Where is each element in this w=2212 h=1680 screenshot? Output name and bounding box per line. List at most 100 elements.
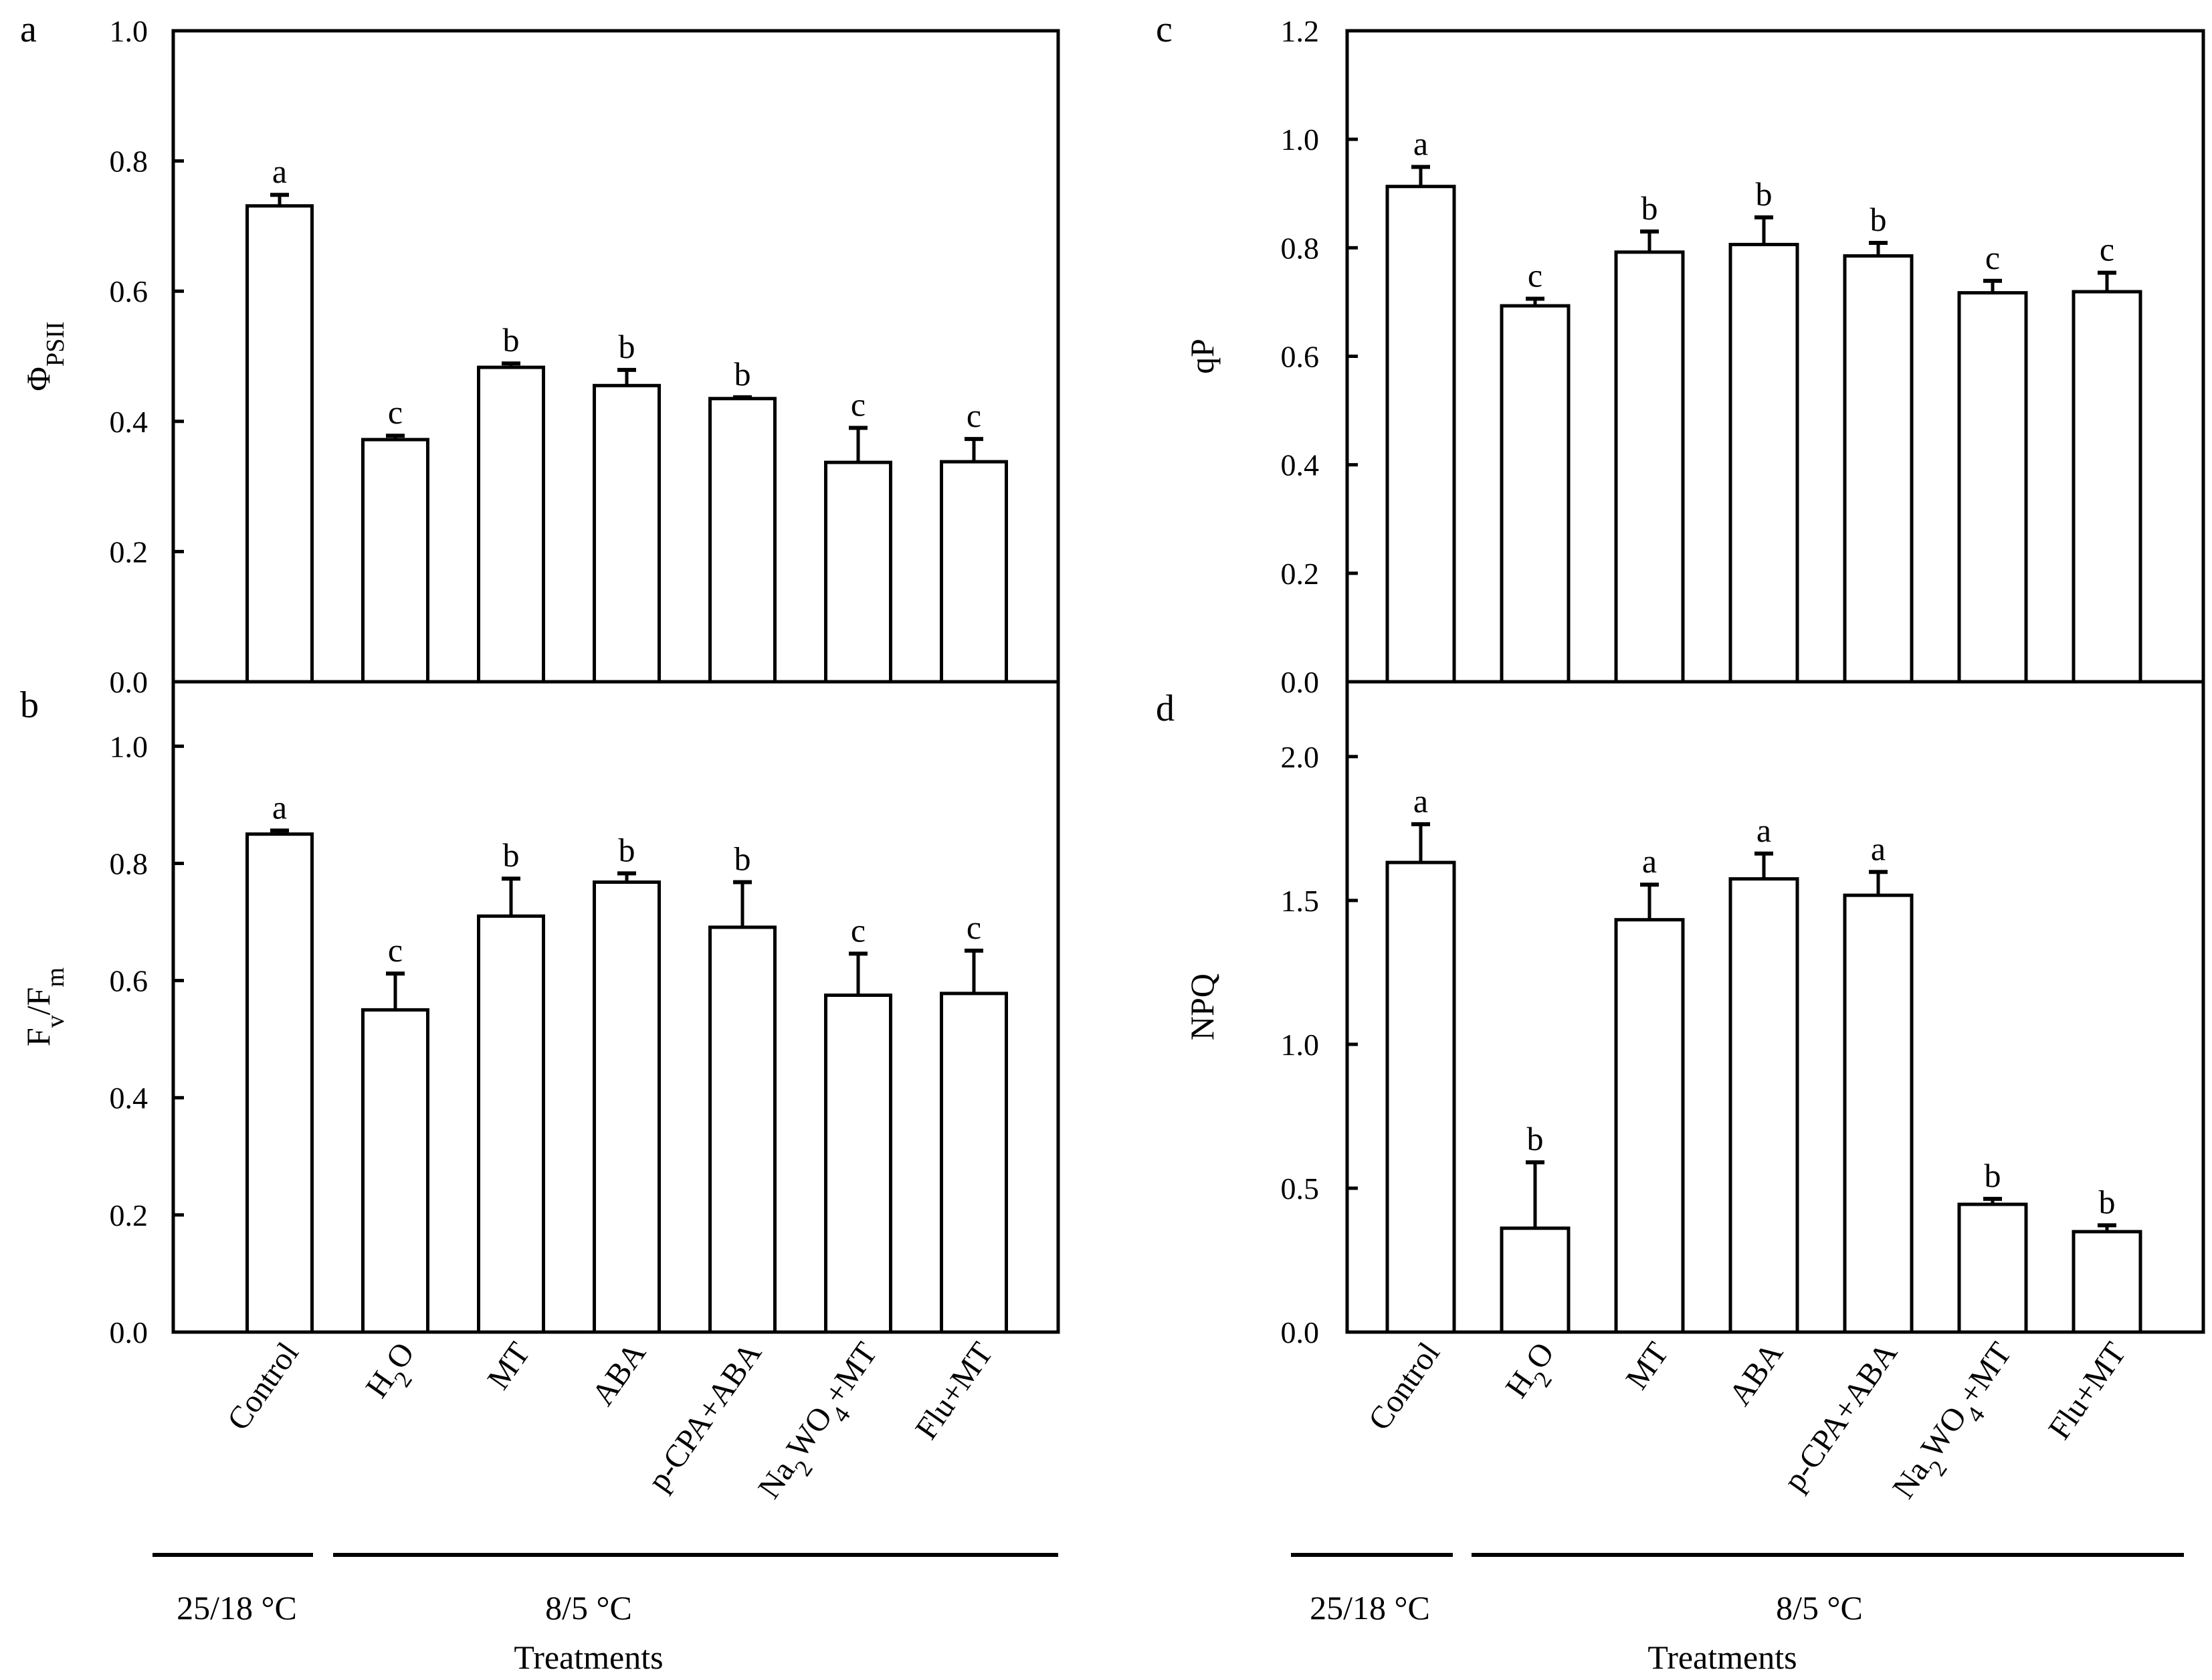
bar-Control <box>245 204 314 684</box>
bar-Control <box>245 832 314 1334</box>
bar-Flu+MT <box>2072 290 2142 684</box>
bar-H2O <box>1500 304 1571 684</box>
significance-letter: b <box>1756 175 1773 213</box>
y-axis-title: ΦPSII <box>19 321 70 391</box>
significance-letter: b <box>503 836 520 874</box>
bar-p-CPA+ABA <box>708 925 777 1334</box>
conditions-left: 25/18 °C 8/5 °C Treatments <box>153 1553 1058 1676</box>
plot-frame <box>1345 680 2205 1334</box>
bar-MT <box>1614 250 1685 684</box>
bar-Flu+MT <box>940 992 1008 1334</box>
y-axis-title: Fv/Fm <box>19 967 70 1046</box>
significance-letter: c <box>851 386 866 424</box>
panel-letter: d <box>1156 688 1175 729</box>
bar-H2O <box>361 1008 429 1334</box>
category-label: Control <box>1361 1336 1447 1437</box>
significance-letter: c <box>851 911 866 949</box>
significance-letter: b <box>2099 1183 2116 1220</box>
control-temp-label: 25/18 °C <box>177 1589 297 1626</box>
significance-letter: b <box>619 328 635 365</box>
bar-ABA <box>1728 242 1799 684</box>
significance-letter: a <box>1871 830 1886 867</box>
bar-ABA <box>593 880 661 1334</box>
panel-c: c qP 0.0 0.2 0.4 0.6 0.8 1.0 1.2 a c b b b c c <box>1156 9 2205 699</box>
y-tick-label: 0.4 <box>110 405 148 439</box>
significance-letter: c <box>388 931 403 969</box>
y-tick-label: 0.0 <box>110 1315 148 1349</box>
y-tick-label: 0.6 <box>1281 340 1320 374</box>
category-label: MT <box>1619 1336 1676 1396</box>
bar-p-CPA+ABA <box>708 397 777 684</box>
y-axis-title: NPQ <box>1183 973 1221 1040</box>
panel-d: d NPQ 0.0 0.5 1.0 1.5 2.0 a Control b H2O a MT a ABA a p… <box>1156 680 2205 1511</box>
y-tick-label: 1.0 <box>1281 1028 1320 1062</box>
significance-letter: b <box>734 840 751 877</box>
bar-Na2WO4+MT <box>824 993 892 1334</box>
category-label: Na2WO4+MT <box>751 1336 894 1511</box>
y-tick-label: 2.0 <box>1281 740 1320 774</box>
significance-letter: a <box>1756 812 1771 849</box>
category-label: p-CPA+ABA <box>641 1336 769 1497</box>
significance-letter: a <box>272 153 287 190</box>
control-temp-label: 25/18 °C <box>1310 1589 1430 1626</box>
significance-letter: b <box>1641 189 1658 227</box>
significance-letter: a <box>1413 782 1428 820</box>
y-tick-label: 0.8 <box>110 145 148 179</box>
category-label: p-CPA+ABA <box>1777 1336 1904 1497</box>
bar-ABA <box>1728 877 1799 1334</box>
y-tick-label: 0.0 <box>1281 1315 1320 1349</box>
panel-letter: a <box>20 9 37 50</box>
significance-letter: c <box>967 397 981 434</box>
category-label: ABA <box>1722 1336 1790 1412</box>
significance-letter: a <box>1642 842 1657 880</box>
significance-letter: a <box>272 788 287 826</box>
significance-letter: c <box>388 393 403 431</box>
bar-p-CPA+ABA <box>1843 893 1914 1334</box>
y-tick-label: 1.0 <box>110 14 148 48</box>
significance-letter: a <box>1413 125 1428 163</box>
significance-letter: b <box>1527 1120 1544 1157</box>
y-tick-label: 0.4 <box>110 1081 148 1115</box>
significance-letter: c <box>2100 231 2114 268</box>
bar-Na2WO4+MT <box>824 460 892 684</box>
y-tick-label: 1.0 <box>110 729 148 763</box>
bar-ABA <box>593 383 661 684</box>
x-axis-title: Treatments <box>514 1639 663 1676</box>
y-tick-label: 0.8 <box>110 846 148 880</box>
bar-Flu+MT <box>2072 1230 2142 1334</box>
bar-Control <box>1385 860 1456 1334</box>
significance-letter: b <box>1985 1157 2001 1194</box>
bar-MT <box>1614 918 1685 1334</box>
y-tick-label: 0.6 <box>110 274 148 308</box>
panel-letter: b <box>20 684 39 726</box>
bar-H2O <box>361 438 429 684</box>
bar-Na2WO4+MT <box>1957 291 2028 684</box>
y-axis-title: qP <box>1183 339 1221 374</box>
bar-Control <box>1385 185 1456 684</box>
significance-letter: b <box>1870 201 1887 238</box>
category-label: Na2WO4+MT <box>1886 1336 2028 1511</box>
y-tick-label: 0.0 <box>1281 665 1320 699</box>
bar-Flu+MT <box>940 460 1008 684</box>
category-label: Flu+MT <box>2041 1336 2133 1446</box>
significance-letter: c <box>967 909 981 946</box>
y-tick-label: 0.2 <box>1281 557 1320 591</box>
significance-letter: c <box>1528 257 1542 294</box>
y-tick-label: 0.8 <box>1281 231 1320 265</box>
category-label: H2O <box>1498 1336 1570 1411</box>
category-label: Control <box>220 1336 306 1437</box>
conditions-right: 25/18 °C 8/5 °C Treatments <box>1291 1553 2184 1676</box>
bar-p-CPA+ABA <box>1843 254 1914 684</box>
panel-b: b Fv/Fm 0.0 0.2 0.4 0.6 0.8 1.0 a Control c H2O b MT b… <box>19 680 1060 1511</box>
y-tick-label: 1.0 <box>1281 122 1320 157</box>
plot-frame <box>171 680 1060 1334</box>
category-label: MT <box>480 1336 537 1396</box>
bar-Na2WO4+MT <box>1957 1202 2028 1334</box>
y-tick-label: 0.2 <box>110 535 148 569</box>
y-tick-label: 0.0 <box>110 665 148 699</box>
y-tick-label: 1.2 <box>1281 14 1320 48</box>
category-label: H2O <box>359 1336 430 1411</box>
significance-letter: b <box>619 831 635 868</box>
panel-a: a ΦPSII 0.0 0.2 0.4 0.6 0.8 1.0 a c b b b c c <box>19 9 1060 699</box>
x-axis-title: Treatments <box>1647 1639 1797 1676</box>
